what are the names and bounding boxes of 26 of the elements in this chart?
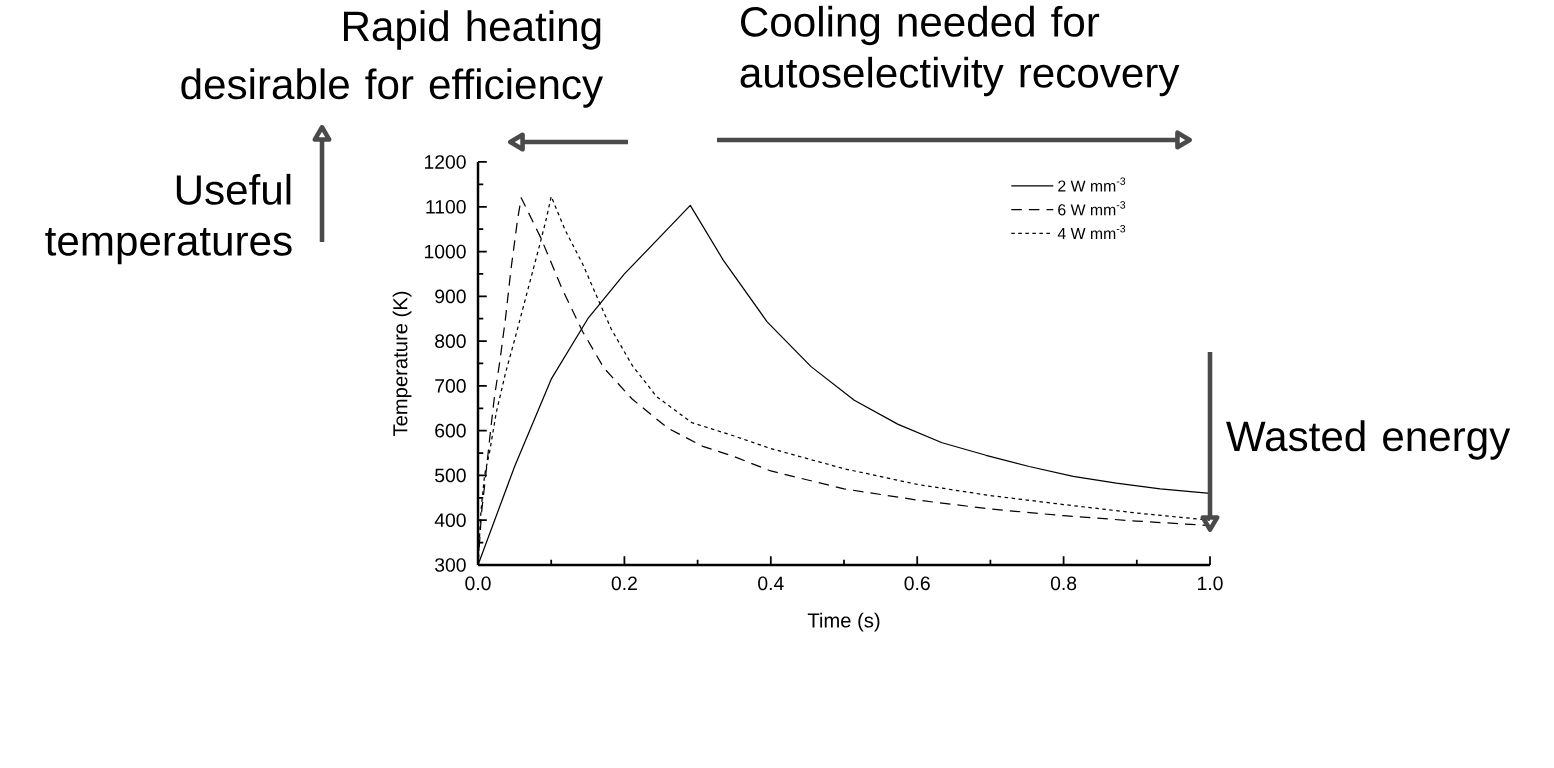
y-tick-label: 1000 [424, 244, 466, 259]
legend-label: 2 W mm$^{-3}$ [1058, 177, 1126, 192]
text: Useful temperatures [45, 173, 292, 265]
legend-label: 6 W mm$^{-3}$ [1058, 201, 1126, 216]
y-tick-label: 1100 [426, 199, 466, 214]
text: desirable for efficiency [181, 68, 603, 108]
x-tick-label: 0.6 [904, 576, 930, 591]
y-tick-label: 300 [435, 558, 466, 572]
x-tick-label: 0.8 [1050, 576, 1077, 591]
x-tick-label: 0.0 [465, 576, 491, 591]
text: Wasted energy [1226, 420, 1511, 460]
y-tick-label: 400 [434, 513, 466, 528]
legend-label: 4 W mm$^{-3}$ [1057, 224, 1126, 240]
x-axis-title: Time (s) [807, 612, 880, 632]
y-tick-label: 800 [435, 334, 466, 348]
y-axis-title: Temperature (K) [392, 291, 412, 437]
y-tick-label: 500 [435, 468, 466, 483]
text: Cooling needed for autoselectivity recovery [740, 5, 1180, 97]
y-tick-label: 1200 [424, 155, 466, 169]
text: Rapid heating [343, 10, 601, 50]
x-tick-label: 1.0 [1198, 576, 1223, 591]
y-tick-label: 600 [435, 423, 466, 438]
x-tick-label: 0.2 [611, 576, 637, 591]
x-tick-label: 0.4 [758, 576, 784, 591]
y-tick-label: 900 [435, 289, 466, 304]
y-tick-label: 700 [435, 379, 466, 393]
